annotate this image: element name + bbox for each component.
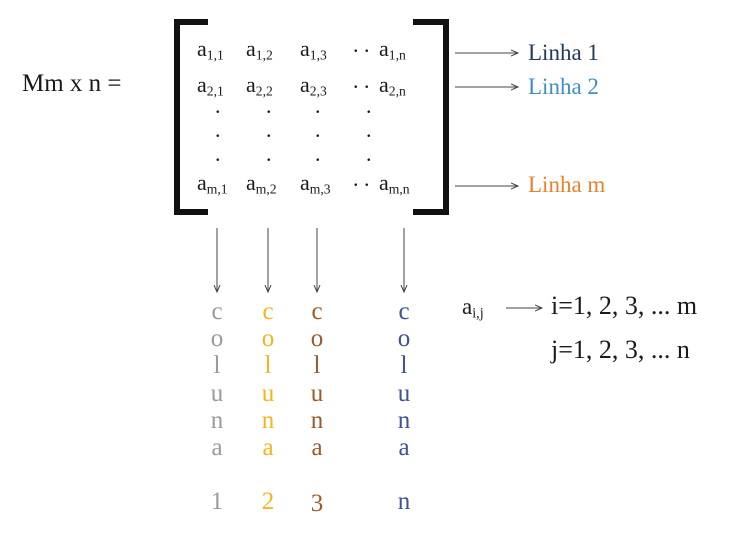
- col-2-letter: o: [261, 325, 275, 352]
- element-1-3: a1,3: [300, 36, 327, 63]
- element-m-1: am,1: [197, 170, 228, 197]
- col-3-letter: o: [310, 325, 324, 352]
- col-2-letter: l: [264, 352, 272, 379]
- col-n-letter: u: [397, 380, 411, 407]
- col-3-letter: c: [311, 298, 323, 325]
- matrix-label: Mm x n =: [22, 70, 122, 97]
- col-2-letter: a: [262, 434, 274, 461]
- col-1-letter: a: [211, 434, 223, 461]
- v-ellipsis-col-1: ...: [215, 93, 221, 166]
- v-ellipsis-col-3: ...: [315, 93, 321, 166]
- col-3-letter: n: [310, 407, 324, 434]
- element-2-1: a2,1: [197, 72, 224, 99]
- element-1-1: a1,1: [197, 36, 224, 63]
- col-n-letter: c: [398, 298, 410, 325]
- col-1-letter: o: [210, 325, 224, 352]
- j-range: j=1, 2, 3, ... n: [551, 335, 690, 364]
- col-n-letter: a: [398, 434, 410, 461]
- index-element: ai,j: [462, 294, 484, 322]
- left-bracket: [174, 19, 208, 215]
- col-n-letter: o: [397, 325, 411, 352]
- col-1-letter: u: [210, 380, 224, 407]
- col-1-letter: n: [210, 407, 224, 434]
- col-2-letter: c: [262, 298, 274, 325]
- col-3-letter: a: [311, 434, 323, 461]
- element-1-2: a1,2: [246, 36, 273, 63]
- h-ellipsis-row-2: . .: [353, 68, 370, 93]
- h-ellipsis-row-1: . .: [353, 32, 370, 57]
- col-1-letter: c: [211, 298, 223, 325]
- col-2-number: 2: [261, 488, 275, 515]
- element-m-3: am,3: [300, 170, 331, 197]
- row-label-m: Linha m: [528, 172, 606, 197]
- col-n-letter: l: [400, 352, 408, 379]
- element-2-2: a2,2: [246, 72, 273, 99]
- col-1-number: 1: [210, 488, 224, 515]
- element-m-2: am,2: [246, 170, 277, 197]
- v-ellipsis-col-2: ...: [266, 93, 272, 166]
- row-label-1: Linha 1: [528, 40, 599, 65]
- col-n-letter: n: [397, 407, 411, 434]
- col-2-letter: u: [261, 380, 275, 407]
- col-n-number: n: [397, 488, 411, 515]
- col-1-letter: l: [213, 352, 221, 379]
- row-label-2: Linha 2: [528, 74, 599, 99]
- col-3-number: 3: [310, 490, 324, 517]
- element-2-3: a2,3: [300, 72, 327, 99]
- v-ellipsis-col-n: ...: [366, 93, 372, 166]
- element-m-n: am,n: [379, 170, 410, 197]
- col-3-letter: u: [310, 380, 324, 407]
- element-2-n: a2,n: [379, 72, 406, 99]
- i-range: i=1, 2, 3, ... m: [551, 291, 698, 320]
- col-3-letter: l: [313, 352, 321, 379]
- col-2-letter: n: [261, 407, 275, 434]
- h-ellipsis-row-m: . .: [353, 166, 370, 191]
- element-1-n: a1,n: [379, 36, 406, 63]
- right-bracket: [413, 19, 449, 215]
